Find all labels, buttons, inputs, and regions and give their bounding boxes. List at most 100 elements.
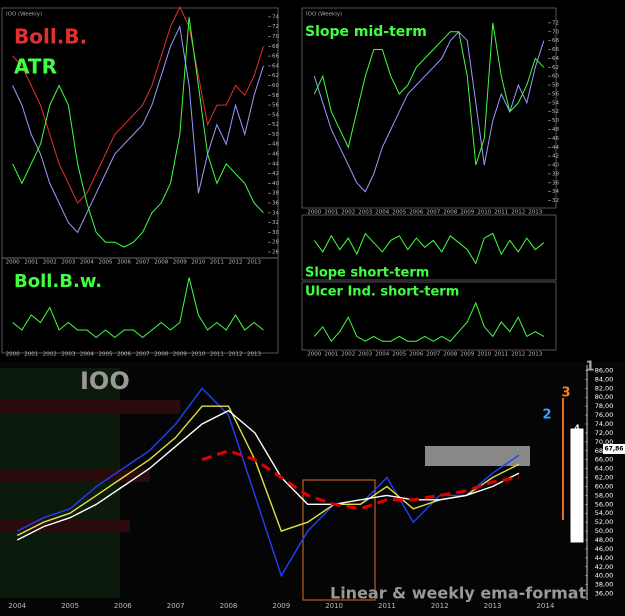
x-tick-label: 2012: [511, 352, 525, 358]
x-tick-label: 2010: [477, 210, 491, 216]
x-tick-label: 2009: [272, 602, 290, 610]
y-tick-label: 40,00: [595, 572, 614, 580]
y-tick-label: 36: [552, 180, 559, 186]
x-tick-label: 2002: [43, 260, 57, 266]
y-tick-label: 44: [272, 161, 279, 167]
y-tick-label: 82,00: [595, 384, 614, 392]
legend-label: Slope mid-term: [305, 24, 427, 40]
y-tick-label: 36,00: [595, 590, 614, 598]
x-tick-label: 2011: [210, 352, 224, 358]
x-tick-label: 2007: [167, 602, 185, 610]
y-tick-label: 60: [552, 74, 559, 80]
x-tick-label: 2002: [341, 352, 355, 358]
y-tick-label: 60: [272, 83, 279, 89]
x-tick-label: 2009: [173, 260, 187, 266]
x-tick-label: 2001: [24, 352, 38, 358]
series-line: [313, 31, 545, 193]
y-tick-label: 42: [552, 154, 559, 160]
y-tick-label: 76,00: [595, 411, 614, 419]
x-tick-label: 2007: [136, 352, 150, 358]
x-tick-label: 2010: [325, 602, 343, 610]
chart-subtitle: Linear & weekly ema-format: [330, 584, 587, 603]
y-tick-label: 32: [272, 220, 279, 226]
y-tick-label: 40: [272, 181, 279, 187]
y-tick-label: 30: [272, 230, 279, 236]
y-tick-label: 52: [272, 122, 279, 128]
x-tick-label: 2005: [392, 352, 406, 358]
y-tick-label: 58: [272, 93, 279, 99]
x-tick-label: 2003: [358, 210, 372, 216]
y-tick-label: 38: [552, 171, 559, 177]
y-tick-label: 52,00: [595, 518, 614, 526]
x-tick-label: 2004: [8, 602, 26, 610]
x-tick-label: 2006: [409, 352, 423, 358]
x-tick-label: 2000: [6, 352, 20, 358]
x-tick-label: 2007: [426, 352, 440, 358]
x-tick-label: 2000: [307, 352, 321, 358]
y-tick-label: 52: [552, 109, 559, 115]
x-tick-label: 2011: [378, 602, 396, 610]
volume-profile-area: [0, 400, 180, 414]
y-tick-label: 86,00: [595, 366, 614, 374]
y-tick-label: 50: [272, 132, 279, 138]
y-tick-label: 32: [552, 198, 559, 204]
x-tick-label: 2000: [6, 260, 20, 266]
y-tick-label: 48,00: [595, 536, 614, 544]
x-tick-label: 2006: [114, 602, 132, 610]
y-tick-label: 58,00: [595, 491, 614, 499]
y-tick-label: 56: [552, 91, 559, 97]
y-tick-label: 70,00: [595, 438, 614, 446]
x-tick-label: 2013: [247, 260, 261, 266]
x-tick-label: 2003: [358, 352, 372, 358]
panel-frame: [301, 281, 557, 351]
x-tick-label: 2001: [324, 210, 338, 216]
x-tick-label: 2010: [191, 260, 205, 266]
x-tick-label: 2010: [191, 352, 205, 358]
y-tick-label: 46: [552, 136, 559, 142]
x-tick-label: 2008: [154, 260, 168, 266]
annotation: 3: [561, 386, 570, 401]
x-tick-label: 2000: [307, 210, 321, 216]
x-tick-label: 2013: [484, 602, 502, 610]
series-line: [12, 277, 264, 339]
x-tick-label: 2012: [431, 602, 449, 610]
y-tick-label: 72,00: [595, 429, 614, 437]
y-tick-label: 84,00: [595, 375, 614, 383]
legend-label: Boll.B.: [14, 25, 87, 49]
y-tick-label: 68: [552, 38, 559, 44]
series-line: [16, 405, 520, 537]
annotation: 4: [574, 424, 580, 433]
x-tick-label: 2007: [426, 210, 440, 216]
y-tick-label: 66: [272, 54, 279, 60]
series-line: [12, 16, 264, 248]
x-tick-label: 2008: [443, 352, 457, 358]
y-tick-label: 66: [552, 47, 559, 53]
annotation: 1: [585, 360, 594, 375]
y-tick-label: 26: [272, 250, 279, 256]
chart-title: IOO (Weekly): [306, 12, 342, 18]
y-tick-label: 34: [272, 210, 279, 216]
x-tick-label: 2010: [477, 352, 491, 358]
series-line: [16, 409, 520, 541]
x-tick-label: 2012: [229, 260, 243, 266]
y-tick-label: 78,00: [595, 402, 614, 410]
y-tick-label: 48: [272, 142, 279, 148]
y-tick-label: 42,00: [595, 563, 614, 571]
x-tick-label: 2006: [117, 352, 131, 358]
y-tick-label: 54: [552, 100, 559, 106]
legend-label: Boll.B.w.: [14, 271, 102, 292]
panel-frame: [1, 257, 279, 354]
y-tick-label: 28: [272, 240, 279, 246]
y-tick-label: 60,00: [595, 482, 614, 490]
checker-column: [569, 427, 585, 544]
x-tick-label: 2013: [528, 210, 542, 216]
y-tick-label: 36: [272, 201, 279, 207]
x-tick-label: 2012: [229, 352, 243, 358]
x-tick-label: 2004: [375, 210, 389, 216]
y-tick-label: 68: [272, 44, 279, 50]
y-tick-label: 64,00: [595, 465, 614, 473]
x-tick-label: 2014: [536, 602, 554, 610]
x-tick-label: 2001: [324, 352, 338, 358]
x-tick-label: 2005: [99, 352, 113, 358]
